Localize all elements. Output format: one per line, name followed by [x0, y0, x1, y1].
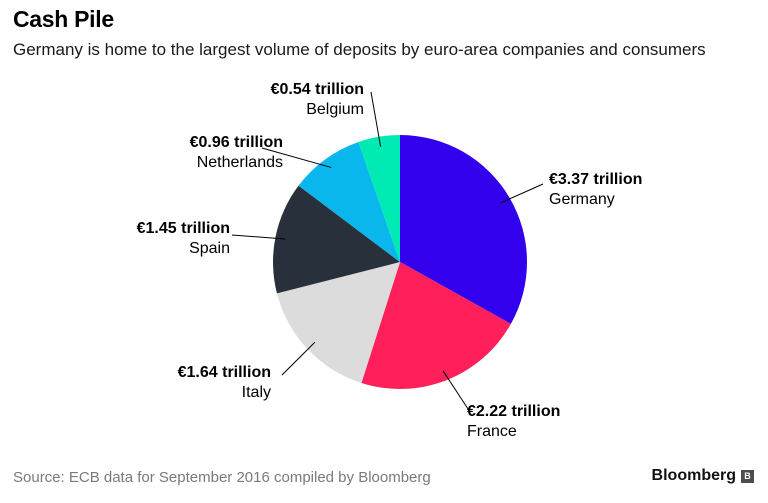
leader-line-belgium	[370, 91, 382, 147]
source-note: Source: ECB data for September 2016 comp…	[13, 469, 431, 486]
label-france: €2.22 trillion France	[467, 402, 560, 442]
slice-value-label: €0.54 trillion	[270, 81, 364, 98]
pie-slice-netherlands	[298, 141, 400, 262]
label-italy: €1.64 trillion Italy	[178, 363, 271, 403]
slice-name-label: Belgium	[306, 101, 364, 118]
pie-slice-france	[361, 262, 511, 389]
slice-value-label: €2.22 trillion	[467, 403, 561, 420]
slice-name-label: Germany	[549, 191, 615, 208]
label-spain: €1.45 trillion Spain	[137, 219, 230, 259]
leader-line-netherlands	[261, 147, 332, 168]
slice-name-label: Italy	[241, 384, 271, 401]
pie-slice-spain	[273, 185, 400, 294]
slice-value-label: €1.64 trillion	[177, 364, 271, 381]
bloomberg-logo-icon: B	[741, 469, 754, 483]
pie-slice-belgium	[358, 135, 400, 262]
brand-logo[interactable]: Bloomberg B	[652, 467, 754, 485]
leader-line-france	[442, 370, 471, 413]
chart-subtitle: Germany is home to the largest volume of…	[13, 40, 706, 59]
slice-name-label: Spain	[189, 240, 230, 257]
slice-value-label: €3.37 trillion	[549, 171, 643, 188]
label-belgium: €0.54 trillion Belgium	[271, 80, 364, 120]
chart-title: Cash Pile	[13, 6, 114, 32]
brand-name: Bloomberg	[651, 467, 736, 484]
slice-name-label: France	[467, 423, 517, 440]
leader-line-italy	[281, 341, 316, 376]
slice-name-label: Netherlands	[196, 154, 283, 171]
pie-slice-italy	[276, 262, 400, 383]
slice-value-label: €1.45 trillion	[136, 220, 230, 237]
leader-line-germany	[500, 183, 544, 204]
leader-line-spain	[231, 234, 286, 240]
pie-slice-germany	[400, 135, 528, 324]
label-germany: €3.37 trillion Germany	[549, 170, 642, 210]
label-netherlands: €0.96 trillion Netherlands	[190, 133, 283, 173]
slice-value-label: €0.96 trillion	[189, 134, 283, 151]
